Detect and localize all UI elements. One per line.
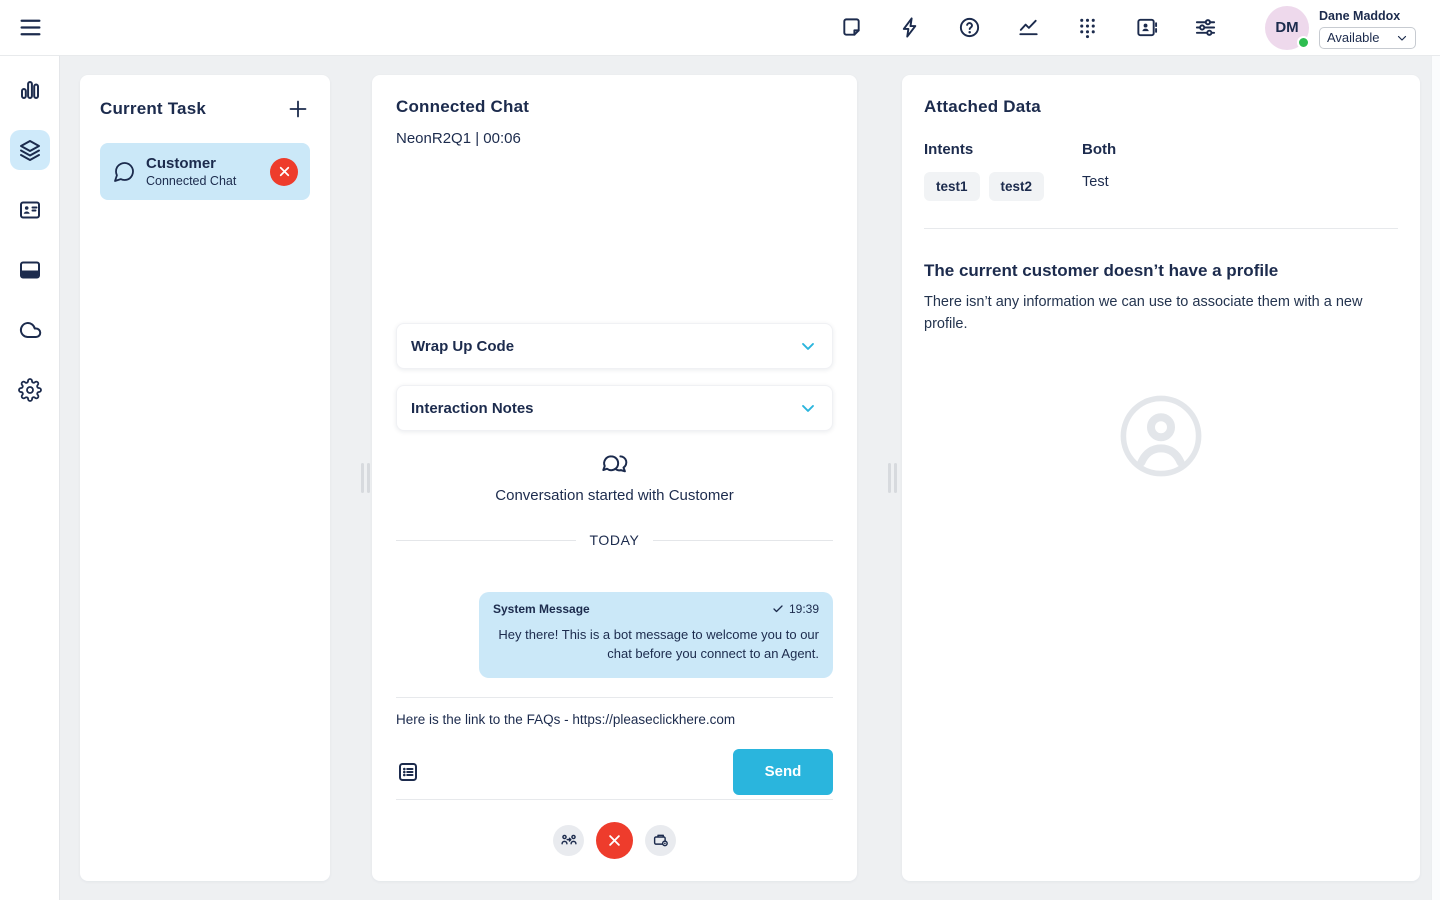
gear-icon [17,378,42,402]
sidebar-item-cloud[interactable] [10,310,50,350]
chevron-down-icon [802,405,814,412]
no-profile-title: The current customer doesn’t have a prof… [924,261,1279,280]
message-text: Hey there! This is a bot message to welc… [498,627,819,661]
add-task-button[interactable] [286,97,310,121]
bar-chart-icon [20,81,39,99]
day-divider-label: TODAY [589,532,640,548]
id-card-icon [19,201,40,219]
both-value: Test [1082,174,1109,190]
canned-responses-button[interactable] [396,760,420,784]
help-icon[interactable] [958,16,981,39]
end-task-button[interactable] [270,157,298,186]
lightning-icon[interactable] [899,16,922,39]
close-icon [279,166,289,177]
contact-card-icon[interactable] [1135,16,1158,39]
sidebar-item-interactions[interactable] [9,130,50,170]
chat-bubble-icon [114,161,134,182]
attached-data-divider [924,228,1398,229]
chevron-down-icon [802,343,814,350]
compose-divider [396,696,833,698]
user-name: Dane Maddox [1319,8,1401,23]
current-task-title: Current Task [100,99,207,118]
conversation-start-text: Conversation started with Customer [495,487,734,504]
attached-data-panel: Attached Data Intents test1 test2 Both T… [902,75,1420,881]
day-divider: TODAY [396,532,833,548]
presence-dot [1297,35,1310,49]
cloud-icon [19,322,41,338]
attached-data-title: Attached Data [924,97,1041,116]
panel-resize-handle[interactable] [361,463,373,493]
camera-button[interactable] [645,824,676,856]
check-icon [773,605,783,613]
current-task-panel: Current Task Customer Connected Chat [80,75,330,881]
system-message-bubble: System Message 19:39 Hey there! This is … [479,592,833,678]
user-circle-icon [1120,395,1202,476]
chat-session-info: NeonR2Q1 | 00:06 [396,130,521,147]
task-card-customer[interactable]: Customer Connected Chat [100,143,310,200]
message-input[interactable]: Here is the link to the FAQs - https://p… [396,711,736,727]
plus-icon [289,100,307,118]
note-icon[interactable] [840,16,863,39]
transfer-icon [560,834,577,845]
dialpad-icon[interactable] [1076,16,1099,39]
sidebar-item-analytics[interactable] [10,70,50,110]
conversation-start-block: Conversation started with Customer [396,451,833,504]
both-label: Both [1082,141,1117,158]
panel-resize-handle[interactable] [888,463,900,493]
end-chat-button[interactable] [596,821,633,859]
interaction-notes-accordion[interactable]: Interaction Notes [396,385,833,431]
side-rail [0,56,60,900]
performance-icon[interactable] [1017,16,1040,39]
send-button[interactable]: Send [733,748,833,795]
chevron-down-icon [1397,35,1407,41]
camera-icon [653,834,668,847]
sliders-icon[interactable] [1194,16,1217,39]
intents-label: Intents [924,141,974,158]
window-icon [19,261,40,279]
sidebar-item-apps[interactable] [10,250,50,290]
profile-placeholder [924,388,1398,484]
chat-title: Connected Chat [396,97,530,116]
canned-responses-icon [399,762,417,781]
intent-chip: test2 [988,172,1045,201]
menu-icon[interactable] [18,15,43,40]
status-value: Available [1327,30,1380,45]
interaction-notes-label: Interaction Notes [411,399,534,417]
wrapup-code-accordion[interactable]: Wrap Up Code [396,323,833,369]
chat-panel: Connected Chat NeonR2Q1 | 00:06 Wrap Up … [372,75,857,881]
scrollbar[interactable] [1431,56,1440,900]
message-time: 19:39 [788,602,819,616]
transfer-button[interactable] [553,824,584,856]
wrapup-code-label: Wrap Up Code [411,337,515,355]
sidebar-item-contacts[interactable] [10,190,50,230]
close-icon [609,834,620,846]
message-sender: System Message [493,602,590,616]
top-bar: DM Dane Maddox Available [0,0,1440,56]
layers-icon [19,140,40,161]
task-type: Connected Chat [146,174,237,188]
actions-divider [396,798,833,800]
sidebar-item-settings[interactable] [10,370,50,410]
user-cluster: DM Dane Maddox Available [1265,5,1416,50]
intent-chip: test1 [924,172,980,201]
no-profile-text: There isn’t any information we can use t… [924,294,1363,332]
chat-bubbles-icon [601,455,627,473]
status-select[interactable]: Available [1319,26,1416,49]
task-name: Customer [146,155,217,172]
